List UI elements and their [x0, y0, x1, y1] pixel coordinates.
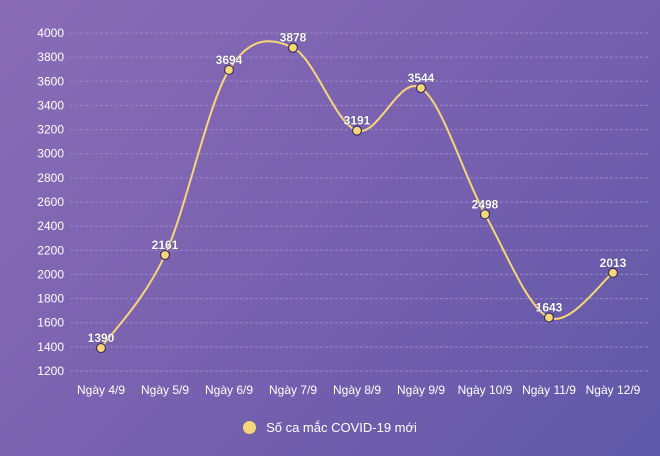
x-tick-label: Ngày 11/9	[522, 383, 576, 397]
x-tick-label: Ngày 10/9	[458, 383, 513, 397]
data-point	[415, 82, 427, 94]
y-tick-label: 1600	[37, 316, 64, 330]
x-tick-label: Ngày 6/9	[205, 383, 253, 397]
data-label: 2498	[472, 197, 499, 211]
x-tick-label: Ngày 7/9	[269, 383, 317, 397]
data-label: 2013	[600, 256, 627, 270]
y-tick-label: 1800	[37, 292, 64, 306]
legend-label: Số ca mắc COVID-19 mới	[266, 420, 417, 435]
data-label: 3694	[216, 53, 243, 67]
data-label: 1390	[88, 331, 115, 345]
x-tick-label: Ngày 8/9	[333, 383, 381, 397]
data-point	[159, 249, 171, 261]
data-point	[223, 64, 235, 76]
y-tick-label: 2800	[37, 171, 64, 185]
data-point	[607, 267, 619, 278]
y-tick-label: 2000	[37, 267, 64, 281]
y-tick-label: 3600	[37, 74, 64, 88]
data-point	[95, 342, 107, 354]
y-tick-label: 3200	[37, 123, 64, 137]
y-tick-label: 1200	[37, 364, 64, 378]
y-tick-label: 2600	[37, 195, 64, 209]
y-tick-label: 2200	[37, 243, 64, 257]
data-label: 3544	[408, 71, 435, 85]
y-tick-label: 4000	[37, 26, 64, 40]
y-tick-label: 1400	[37, 340, 64, 354]
y-tick-label: 3400	[37, 98, 64, 112]
y-tick-label: 3000	[37, 147, 64, 161]
data-label: 1643	[536, 301, 563, 315]
data-label: 3878	[280, 31, 307, 45]
x-tick-label: Ngày 5/9	[141, 383, 189, 397]
x-tick-label: Ngày 4/9	[77, 383, 125, 397]
data-point	[479, 209, 491, 220]
legend-marker-icon	[243, 421, 257, 434]
x-tick-label: Ngày 12/9	[586, 383, 641, 397]
data-point	[543, 312, 555, 323]
data-point	[351, 125, 363, 136]
data-label: 3191	[344, 114, 371, 128]
chart-legend[interactable]: Số ca mắc COVID-19 mới	[0, 420, 660, 435]
y-tick-label: 3800	[37, 50, 64, 64]
data-point	[287, 42, 299, 53]
x-tick-label: Ngày 9/9	[397, 383, 445, 397]
data-label: 2161	[152, 238, 179, 252]
y-tick-label: 2400	[37, 219, 64, 233]
